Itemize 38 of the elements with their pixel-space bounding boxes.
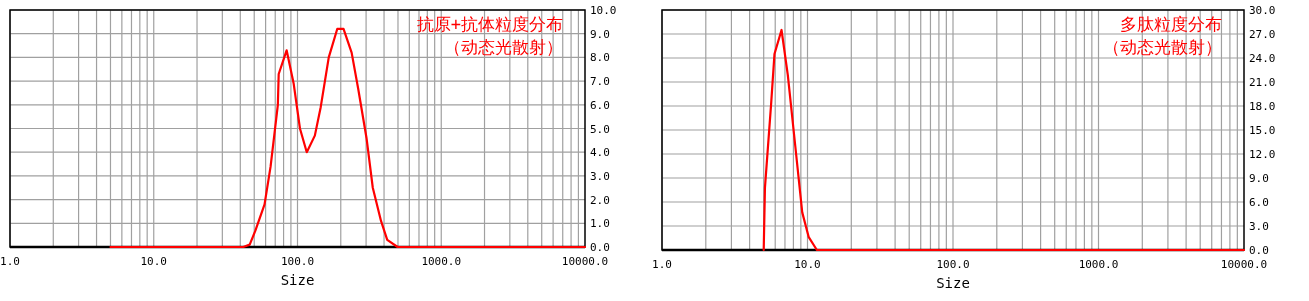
x-axis-title: Size <box>280 272 315 288</box>
y-tick-label: 12.0 <box>1249 148 1276 161</box>
x-axis-title: Size <box>936 275 970 291</box>
y-tick-label: 0.0 <box>1249 244 1269 257</box>
y-tick-label: 27.0 <box>1249 28 1276 41</box>
y-tick-label: 9.0 <box>1249 172 1269 185</box>
y-tick-label: 18.0 <box>1249 100 1276 113</box>
y-tick-label: 21.0 <box>1249 76 1276 89</box>
x-tick-label: 100.0 <box>936 258 970 271</box>
x-tick-label: 1000.0 <box>421 255 462 268</box>
x-tick-label: 10000.0 <box>1220 258 1268 271</box>
y-tick-label: 1.0 <box>590 217 610 231</box>
y-tick-label: 2.0 <box>590 193 610 207</box>
y-tick-label: 15.0 <box>1249 124 1276 137</box>
y-tick-label: 24.0 <box>1249 52 1276 65</box>
y-tick-label: 30.0 <box>1249 4 1276 17</box>
y-tick-label: 6.0 <box>590 98 610 112</box>
y-tick-label: 3.0 <box>1249 220 1269 233</box>
x-tick-label: 10000.0 <box>561 255 609 268</box>
y-tick-label: 0.0 <box>590 241 610 254</box>
x-tick-label: 10.0 <box>794 258 821 271</box>
chart-title: 抗原+抗体粒度分布 <box>416 14 563 34</box>
y-tick-label: 7.0 <box>590 75 610 89</box>
x-tick-label: 100.0 <box>280 255 315 268</box>
y-tick-label: 3.0 <box>590 169 610 183</box>
y-tick-label: 10.0 <box>590 4 617 17</box>
x-tick-label: 1.0 <box>0 255 20 268</box>
y-tick-label: 9.0 <box>590 27 610 41</box>
x-tick-label: 10.0 <box>140 255 167 268</box>
y-tick-label: 5.0 <box>590 122 610 136</box>
x-tick-label: 1.0 <box>652 258 672 271</box>
text: （动态光散射） <box>1103 37 1222 57</box>
y-tick-label: 8.0 <box>590 51 610 65</box>
y-tick-label: 6.0 <box>1249 196 1269 209</box>
x-tick-label: 1000.0 <box>1078 258 1119 271</box>
text: （动态光散射） <box>444 37 563 57</box>
chart-title: 多肽粒度分布 <box>1120 14 1222 34</box>
y-tick-label: 4.0 <box>590 146 610 160</box>
